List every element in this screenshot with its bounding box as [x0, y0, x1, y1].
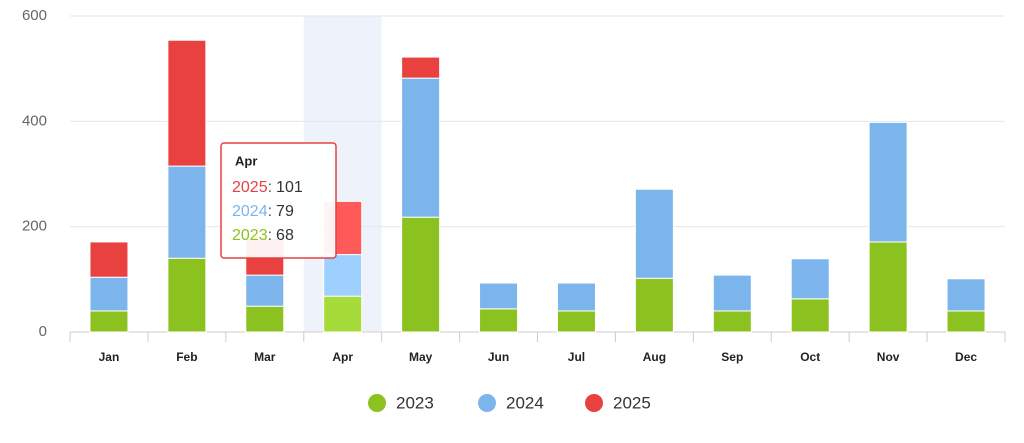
tooltip-item: 2025: 101 [232, 179, 303, 196]
tooltip-text: : [268, 179, 272, 196]
x-tick-label: Jun [488, 350, 509, 364]
y-tick-label: 0 [39, 323, 47, 340]
x-tick-label: May [409, 350, 433, 364]
legend-marker [478, 394, 496, 412]
bar-segment [712, 274, 752, 312]
tooltip-text: 2025 [232, 179, 268, 196]
x-tick-label: Dec [955, 350, 977, 364]
legend-label: 2025 [613, 393, 651, 412]
tooltip-text: : [268, 203, 272, 220]
bar-segment [634, 188, 674, 279]
bar-segment [634, 277, 674, 333]
bar-segment [712, 310, 752, 333]
x-tick-label: Apr [332, 350, 353, 364]
x-tick-label: Aug [643, 350, 666, 364]
bar-segment [946, 310, 986, 333]
y-tick-label: 600 [22, 7, 47, 24]
bar-segment [868, 121, 908, 243]
bar-segment [556, 310, 596, 333]
bar-segment [401, 56, 441, 79]
tooltip-text: : [268, 227, 272, 244]
bar-segment [323, 295, 363, 333]
bar-segment [167, 39, 207, 167]
tooltip-title: Apr [235, 153, 257, 168]
bar-segment [245, 305, 285, 333]
bar-segment [868, 241, 908, 333]
bar-segment [323, 254, 363, 297]
bar-segment [479, 308, 519, 333]
x-tick-label: Mar [254, 350, 276, 364]
x-tick-label: Oct [800, 350, 820, 364]
tooltip-text: 101 [276, 179, 303, 196]
bar-segment [245, 274, 285, 307]
y-tick-label: 400 [22, 112, 47, 129]
tooltip-text: 2023 [232, 227, 268, 244]
bar-segment [401, 77, 441, 218]
bar-segment [167, 165, 207, 259]
bar-segment [167, 257, 207, 333]
legend-marker [368, 394, 386, 412]
x-tick-label: Nov [877, 350, 900, 364]
bar-segment [401, 216, 441, 333]
bar-segment [89, 276, 129, 312]
x-tick-label: Sep [721, 350, 743, 364]
legend-marker [585, 394, 603, 412]
tooltip-item: 2023: 68 [232, 227, 294, 244]
tooltip-box [220, 142, 337, 259]
bar-segment [479, 282, 519, 310]
x-tick-label: Jan [99, 350, 120, 364]
legend-label: 2024 [506, 393, 544, 412]
tooltip-text: 79 [276, 203, 294, 220]
x-tick-label: Feb [176, 350, 197, 364]
bar-segment [790, 258, 830, 300]
y-tick-label: 200 [22, 218, 47, 235]
bar-segment [556, 282, 596, 312]
bar-segment [89, 310, 129, 333]
tooltip-text: 68 [276, 227, 294, 244]
tooltip-item: 2024: 79 [232, 203, 294, 220]
bar-segment [946, 278, 986, 312]
tooltip-text: 2024 [232, 203, 268, 220]
legend-label: 2023 [396, 393, 434, 412]
x-tick-label: Jul [568, 350, 585, 364]
bar-segment [89, 241, 129, 278]
bar-segment [790, 298, 830, 333]
